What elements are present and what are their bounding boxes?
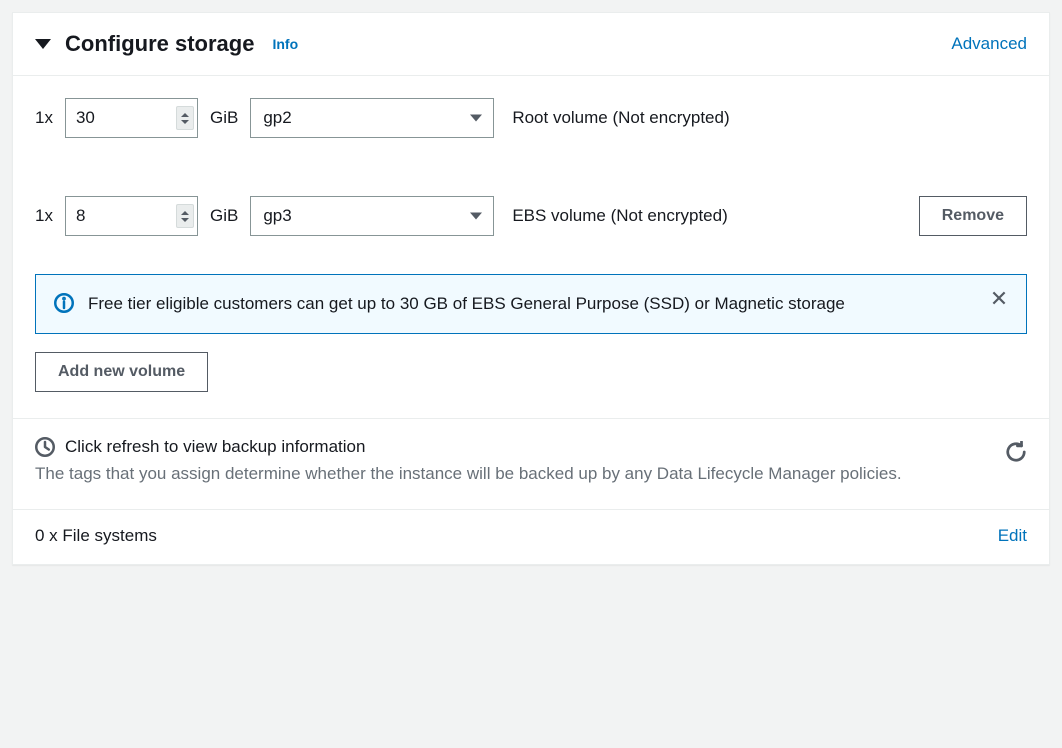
free-tier-alert: Free tier eligible customers can get up … [35,274,1027,334]
configure-storage-panel: Configure storage Info Advanced 1x GiB g… [12,12,1050,565]
volume-type-value: gp3 [263,206,291,226]
panel-header: Configure storage Info Advanced [13,13,1049,76]
edit-file-systems-link[interactable]: Edit [998,526,1027,546]
volume-multiplier: 1x [35,108,53,128]
backup-left: Click refresh to view backup information… [35,437,989,487]
volume-row-ebs: 1x GiB gp3 EBS volume (Not encrypted) Re… [35,196,1027,236]
info-link[interactable]: Info [272,36,298,52]
volume-type-select[interactable]: gp2 [250,98,494,138]
stepper-icon[interactable] [176,106,194,130]
panel-title: Configure storage [65,31,254,57]
backup-title-row: Click refresh to view backup information [35,437,989,457]
stepper-icon[interactable] [176,204,194,228]
collapse-caret-icon[interactable] [35,39,51,49]
volume-type-select-wrap: gp2 [250,98,494,138]
add-volume-wrap: Add new volume [35,352,1027,418]
close-icon[interactable] [990,289,1008,307]
file-systems-section: 0 x File systems Edit [13,510,1049,564]
volume-multiplier: 1x [35,206,53,226]
backup-title: Click refresh to view backup information [65,437,365,457]
file-systems-count: 0 x File systems [35,526,157,546]
volume-type-select-wrap: gp3 [250,196,494,236]
advanced-link[interactable]: Advanced [951,34,1027,54]
refresh-icon[interactable] [1005,441,1027,463]
add-volume-button[interactable]: Add new volume [35,352,208,392]
backup-section: Click refresh to view backup information… [13,419,1049,509]
backup-description: The tags that you assign determine wheth… [35,461,989,487]
clock-icon [35,437,55,457]
volume-size-input-wrap [65,98,198,138]
volume-type-select[interactable]: gp3 [250,196,494,236]
panel-body: 1x GiB gp2 Root volume (Not encrypted) 1… [13,76,1049,418]
volume-description: EBS volume (Not encrypted) [512,206,727,226]
volume-row-root: 1x GiB gp2 Root volume (Not encrypted) [35,98,1027,138]
volume-type-value: gp2 [263,108,291,128]
unit-label: GiB [210,108,238,128]
panel-header-left: Configure storage Info [35,31,298,57]
volume-size-input-wrap [65,196,198,236]
unit-label: GiB [210,206,238,226]
alert-text: Free tier eligible customers can get up … [88,291,1008,317]
info-icon [54,293,74,313]
remove-volume-button[interactable]: Remove [919,196,1027,236]
volume-description: Root volume (Not encrypted) [512,108,729,128]
